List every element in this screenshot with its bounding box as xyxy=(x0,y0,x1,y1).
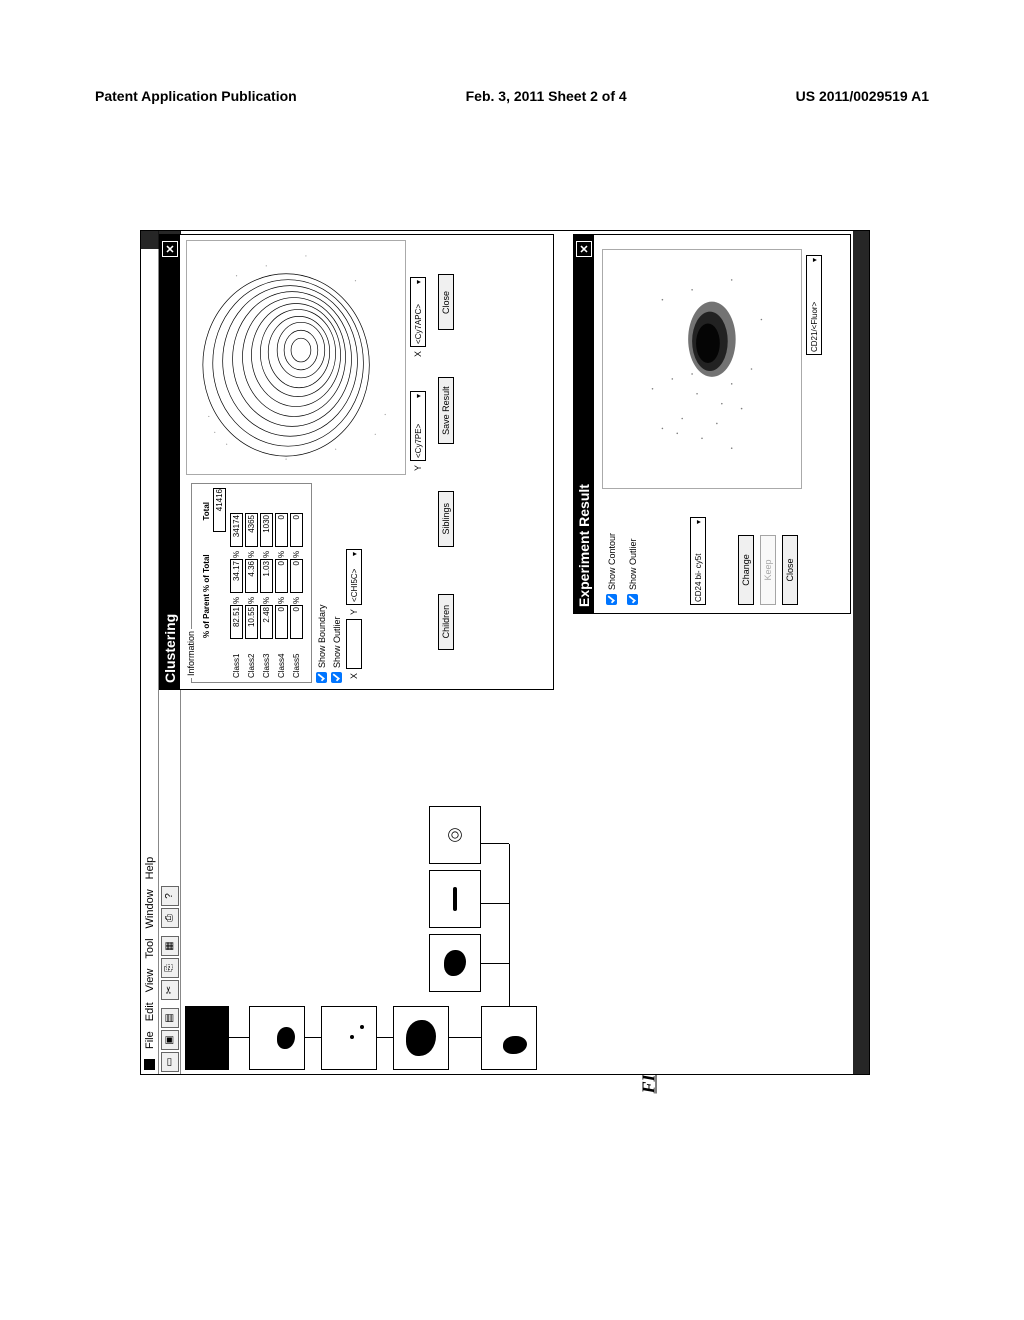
table-row: Class1 % % xyxy=(230,488,243,678)
close-icon[interactable]: ✕ xyxy=(576,241,592,257)
row-count[interactable] xyxy=(230,513,243,547)
row-label: Class1 xyxy=(232,640,241,678)
show-boundary-label: Show Boundary xyxy=(317,604,327,668)
tb-new-button[interactable]: ▭ xyxy=(161,1052,179,1072)
tb-cut-button[interactable]: ✂ xyxy=(161,980,179,1000)
row-parent[interactable] xyxy=(290,605,303,639)
siblings-button[interactable]: Siblings xyxy=(438,491,454,547)
row-label: Class4 xyxy=(277,640,286,678)
thumb-branch-2[interactable] xyxy=(429,934,481,992)
row-count[interactable] xyxy=(275,513,288,547)
row-label: Class2 xyxy=(247,640,256,678)
tb-paste-button[interactable]: ▦ xyxy=(161,936,179,956)
canvas-tree xyxy=(185,700,865,1070)
row-parent[interactable] xyxy=(230,605,243,639)
information-panel: Information % of Parent % of Total Total xyxy=(186,483,312,683)
x-axis-select[interactable]: <Red> xyxy=(346,619,362,669)
exp-x-axis-select[interactable]: CD24 bi- cy5t xyxy=(690,517,706,605)
menu-view[interactable]: View xyxy=(144,969,156,993)
header-right: US 2011/0029519 A1 xyxy=(796,88,929,104)
clustering-window: Clustering ✕ Information % of Parent % o… xyxy=(159,234,554,690)
y-axis-select-2[interactable]: <Cy7PE> xyxy=(410,391,426,461)
contour-svg xyxy=(187,241,405,474)
table-row: Class2 % % xyxy=(245,488,258,678)
header-left: Patent Application Publication xyxy=(95,88,297,104)
tb-print-button[interactable]: ⎙ xyxy=(161,908,179,928)
app-window: File Edit View Tool Window Help ▭ ▣ ▤ ✂ … xyxy=(140,230,870,1075)
row-parent[interactable] xyxy=(245,605,258,639)
clustering-title: Clustering xyxy=(162,614,178,683)
row-count[interactable] xyxy=(290,513,303,547)
children-button[interactable]: Children xyxy=(438,594,454,650)
exp-y-axis-select[interactable]: CD21/<Fluor> xyxy=(806,255,822,355)
exp-show-outlier-label: Show Outlier xyxy=(628,538,638,590)
menu-file[interactable]: File xyxy=(144,1031,156,1049)
experiment-title: Experiment Result xyxy=(576,484,592,607)
row-total[interactable] xyxy=(230,559,243,593)
page-header: Patent Application Publication Feb. 3, 2… xyxy=(95,88,929,104)
menu-tool[interactable]: Tool xyxy=(144,938,156,958)
experiment-scatter xyxy=(602,249,802,489)
col-count: Total xyxy=(202,502,211,546)
row-total[interactable] xyxy=(275,559,288,593)
x-label-2: X xyxy=(413,351,423,357)
menu-window[interactable]: Window xyxy=(144,889,156,928)
show-outlier-checkbox[interactable] xyxy=(331,672,342,683)
y-label-2: Y xyxy=(413,465,423,471)
total-overall xyxy=(213,488,226,532)
menu-help[interactable]: Help xyxy=(144,857,156,880)
row-total[interactable] xyxy=(260,559,273,593)
clustering-titlebar: Clustering ✕ xyxy=(160,235,180,689)
tb-copy-button[interactable]: ⎘ xyxy=(161,958,179,978)
row-parent[interactable] xyxy=(275,605,288,639)
experiment-titlebar: Experiment Result ✕ xyxy=(574,235,594,613)
tb-open-button[interactable]: ▣ xyxy=(161,1030,179,1050)
show-outlier-label: Show Outlier xyxy=(332,616,342,668)
menu-bar: File Edit View Tool Window Help xyxy=(141,231,159,1074)
header-center: Feb. 3, 2011 Sheet 2 of 4 xyxy=(466,88,627,104)
exp-show-contour-checkbox[interactable] xyxy=(606,594,617,605)
table-row: Class5 % % xyxy=(290,488,303,678)
exp-close-button[interactable]: Close xyxy=(782,535,798,605)
row-label: Class5 xyxy=(292,640,301,678)
thumb-root[interactable] xyxy=(185,1006,229,1070)
exp-show-outlier-checkbox[interactable] xyxy=(627,594,638,605)
col-parent: % of Parent xyxy=(202,594,211,638)
show-boundary-checkbox[interactable] xyxy=(316,672,327,683)
experiment-result-window: Experiment Result ✕ Show Contour Show Ou… xyxy=(573,234,851,614)
thumb-l1-1[interactable] xyxy=(249,1006,305,1070)
row-total[interactable] xyxy=(245,559,258,593)
status-bar xyxy=(853,231,869,1074)
information-label: Information xyxy=(186,629,196,678)
tb-save-button[interactable]: ▤ xyxy=(161,1008,179,1028)
y-label: Y xyxy=(349,609,359,615)
x-label: X xyxy=(349,673,359,679)
tb-help-button[interactable]: ? xyxy=(161,886,179,906)
table-row: Class3 % % xyxy=(260,488,273,678)
col-total: % of Total xyxy=(202,548,211,592)
thumb-l1-2[interactable] xyxy=(321,1006,377,1070)
app-icon xyxy=(144,1059,155,1070)
row-parent[interactable] xyxy=(260,605,273,639)
row-count[interactable] xyxy=(260,513,273,547)
exp-show-contour-label: Show Contour xyxy=(607,533,617,590)
y-axis-select[interactable]: <CHI5C> xyxy=(346,549,362,605)
row-label: Class3 xyxy=(262,640,271,678)
thumb-branch-1[interactable] xyxy=(481,1006,537,1070)
thumb-l1-3[interactable] xyxy=(393,1006,449,1070)
save-result-button[interactable]: Save Result xyxy=(438,377,454,444)
table-row: Class4 % % xyxy=(275,488,288,678)
close-button[interactable]: Close xyxy=(438,274,454,330)
x-axis-select-2[interactable]: <Cy7APC> xyxy=(410,277,426,347)
scatter-svg xyxy=(603,250,801,488)
close-icon[interactable]: ✕ xyxy=(162,241,178,257)
thumb-branch-3[interactable] xyxy=(429,870,481,928)
contour-plot xyxy=(186,240,406,475)
row-total[interactable] xyxy=(290,559,303,593)
thumb-branch-4[interactable] xyxy=(429,806,481,864)
change-button[interactable]: Change xyxy=(738,535,754,605)
keep-button[interactable]: Keep xyxy=(760,535,776,605)
menu-edit[interactable]: Edit xyxy=(144,1002,156,1021)
row-count[interactable] xyxy=(245,513,258,547)
